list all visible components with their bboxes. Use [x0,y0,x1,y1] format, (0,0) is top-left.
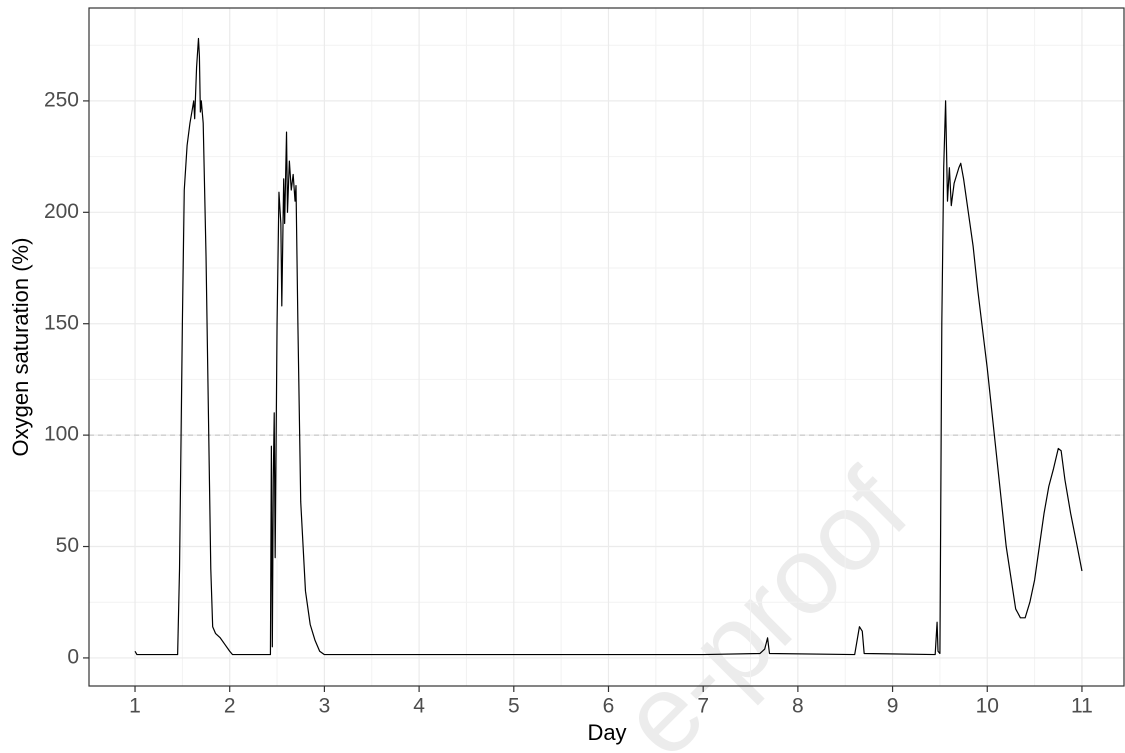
x-tick-label: 3 [319,695,331,718]
watermark: e-proof [597,447,931,753]
x-tick-label: 2 [224,695,236,718]
y-axis-label: Oxygen saturation (%) [8,238,33,457]
x-tick-label: 8 [792,695,804,718]
y-tick-label: 50 [56,534,79,557]
plot-border [88,7,1125,687]
x-tick-label: 11 [1071,695,1093,718]
x-tick-label: 9 [887,695,899,718]
y-tick-label: 0 [67,645,79,668]
y-tick-label: 100 [44,423,79,446]
x-tick-label: 10 [976,695,999,718]
x-tick-label: 5 [508,695,520,718]
x-axis-label: Day [587,720,626,745]
x-tick-label: 6 [603,695,615,718]
x-tick-label: 1 [129,695,141,718]
x-tick-label: 7 [697,695,709,718]
x-tick-label: 4 [413,695,425,718]
y-tick-label: 200 [44,200,79,223]
y-tick-label: 150 [44,311,79,334]
y-tick-label: 250 [44,88,79,111]
data-line [134,37,1083,656]
